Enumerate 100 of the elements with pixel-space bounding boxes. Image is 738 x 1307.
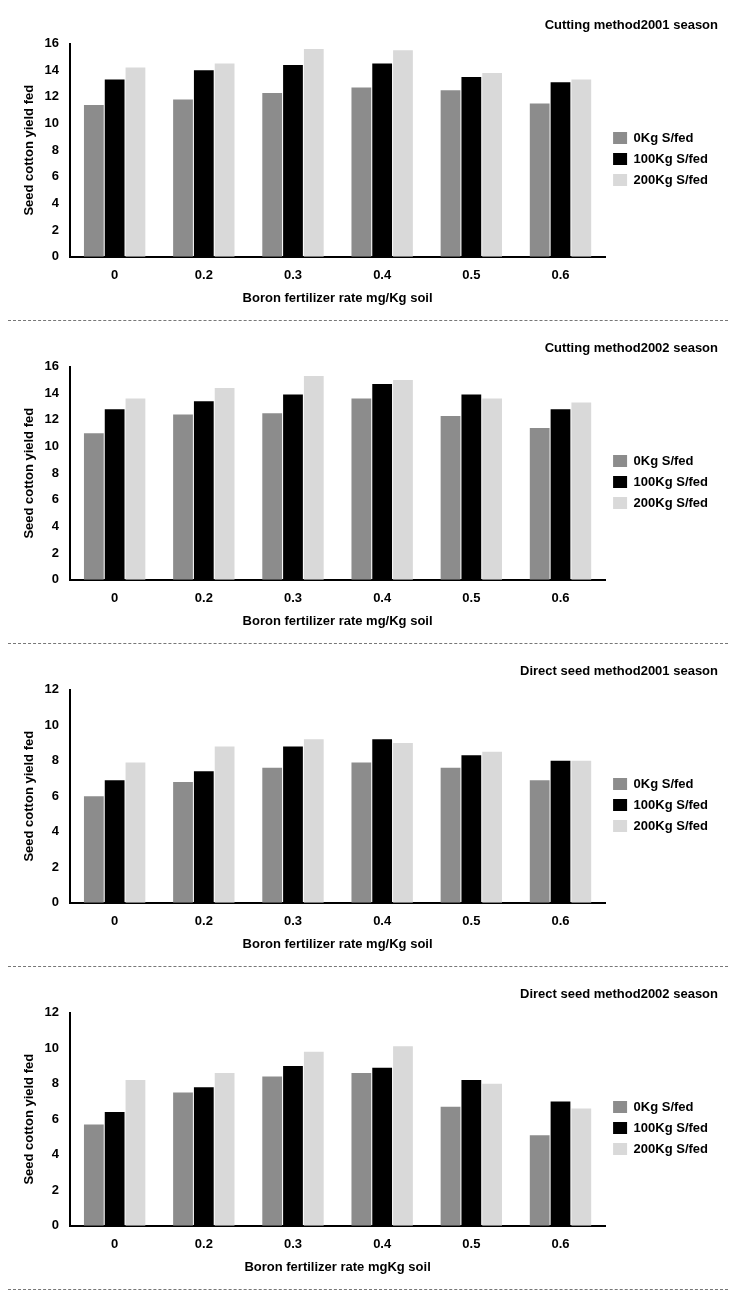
- y-tick-label: 0: [51, 1217, 60, 1233]
- bar: [303, 1051, 324, 1226]
- y-tick-label: 4: [51, 518, 60, 534]
- x-tick-label: 0.3: [283, 267, 303, 283]
- x-tick-label: 0.5: [462, 1236, 481, 1252]
- y-tick-label: 8: [51, 752, 60, 768]
- x-tick-label: 0.5: [462, 913, 481, 929]
- bar: [262, 767, 283, 903]
- y-tick-label: 2: [51, 221, 60, 237]
- y-tick-label: 16: [44, 35, 60, 51]
- x-tick-label: 0.6: [551, 590, 570, 606]
- y-tick-label: 12: [44, 681, 60, 697]
- chart-title: Cutting method2001 season: [544, 17, 719, 33]
- y-tick-label: 14: [44, 61, 60, 77]
- y-tick-label: 0: [51, 894, 60, 910]
- y-tick-label: 2: [51, 544, 60, 560]
- bar: [173, 781, 193, 903]
- y-tick-label: 10: [44, 115, 60, 131]
- bar: [303, 375, 324, 580]
- x-tick-label: 0.5: [462, 267, 481, 283]
- x-tick-label: 0.2: [194, 590, 213, 606]
- bar: [393, 742, 413, 903]
- x-tick-label: 0.2: [194, 267, 213, 283]
- bar: [262, 413, 283, 580]
- bar: [83, 104, 104, 257]
- bar: [571, 760, 592, 903]
- legend-label: 200Kg S/fed: [633, 1140, 709, 1156]
- bar: [351, 762, 372, 903]
- x-tick-label: 0.3: [283, 590, 303, 606]
- x-tick-label: 0.3: [283, 1236, 303, 1252]
- x-tick-label: 0.4: [373, 1236, 392, 1252]
- legend-label: 0Kg S/fed: [633, 129, 694, 145]
- bar: [303, 48, 324, 257]
- bar: [440, 767, 461, 903]
- bar: [351, 87, 372, 257]
- bar: [482, 72, 503, 257]
- bar: [351, 398, 372, 580]
- bar: [571, 402, 592, 580]
- bar: [125, 398, 146, 580]
- y-tick-label: 8: [51, 1075, 60, 1091]
- chart-title: Cutting method2002 season: [544, 340, 719, 356]
- x-tick-label: 0.6: [551, 267, 570, 283]
- bar: [303, 739, 324, 903]
- x-tick-label: 0.2: [194, 913, 213, 929]
- legend-label: 200Kg S/fed: [633, 171, 709, 187]
- bar: [214, 1073, 235, 1226]
- y-tick-label: 0: [51, 248, 60, 264]
- y-axis-title: Seed cotton yield fed: [21, 1053, 37, 1185]
- y-tick-label: 2: [51, 1181, 60, 1197]
- bar: [440, 90, 461, 257]
- bar: [214, 746, 235, 903]
- legend-label: 100Kg S/fed: [633, 150, 709, 166]
- x-tick-label: 0.6: [551, 1236, 570, 1252]
- y-tick-label: 12: [44, 88, 60, 104]
- bar: [351, 1073, 372, 1226]
- legend-label: 0Kg S/fed: [633, 452, 694, 468]
- legend-label: 200Kg S/fed: [633, 494, 709, 510]
- y-tick-label: 4: [51, 195, 60, 211]
- x-tick-label: 0.6: [551, 913, 570, 929]
- bar: [173, 1092, 193, 1226]
- bar: [482, 398, 503, 580]
- y-axis-title: Seed cotton yield fed: [21, 84, 37, 216]
- bar: [529, 103, 550, 257]
- x-tick-label: 0: [111, 1236, 119, 1252]
- y-tick-label: 10: [44, 438, 60, 454]
- x-axis-title: Boron fertilizer rate mgKg soil: [244, 1258, 431, 1274]
- x-tick-label: 0.4: [373, 267, 392, 283]
- x-axis-title: Boron fertilizer rate mg/Kg soil: [242, 289, 433, 305]
- chart-title: Direct seed method2001 season: [520, 663, 719, 679]
- y-tick-label: 4: [51, 823, 60, 839]
- bar: [529, 1135, 550, 1226]
- bar: [529, 427, 550, 580]
- x-tick-label: 0.5: [462, 590, 481, 606]
- bar: [440, 1106, 461, 1226]
- x-tick-label: 0: [111, 267, 119, 283]
- bar: [571, 1108, 592, 1226]
- bar: [482, 751, 503, 903]
- x-tick-label: 0: [111, 590, 119, 606]
- bar: [482, 1083, 503, 1226]
- x-tick-label: 0.4: [373, 913, 392, 929]
- x-tick-label: 0.4: [373, 590, 392, 606]
- bar: [393, 1046, 413, 1226]
- x-tick-label: 0.2: [194, 1236, 213, 1252]
- bar: [83, 1124, 104, 1226]
- y-tick-label: 10: [44, 716, 60, 732]
- y-tick-label: 2: [51, 858, 60, 874]
- y-tick-label: 12: [44, 411, 60, 427]
- y-tick-label: 6: [51, 787, 60, 803]
- y-tick-label: 12: [44, 1004, 60, 1020]
- bar: [440, 415, 461, 580]
- bar: [262, 1076, 283, 1226]
- y-tick-label: 6: [51, 168, 60, 184]
- bar: [571, 79, 592, 257]
- legend-label: 0Kg S/fed: [633, 775, 694, 791]
- bar: [173, 414, 193, 580]
- x-tick-label: 0: [111, 913, 119, 929]
- y-tick-label: 10: [44, 1039, 60, 1055]
- bar: [529, 780, 550, 903]
- bar: [393, 379, 413, 580]
- bar: [83, 433, 104, 580]
